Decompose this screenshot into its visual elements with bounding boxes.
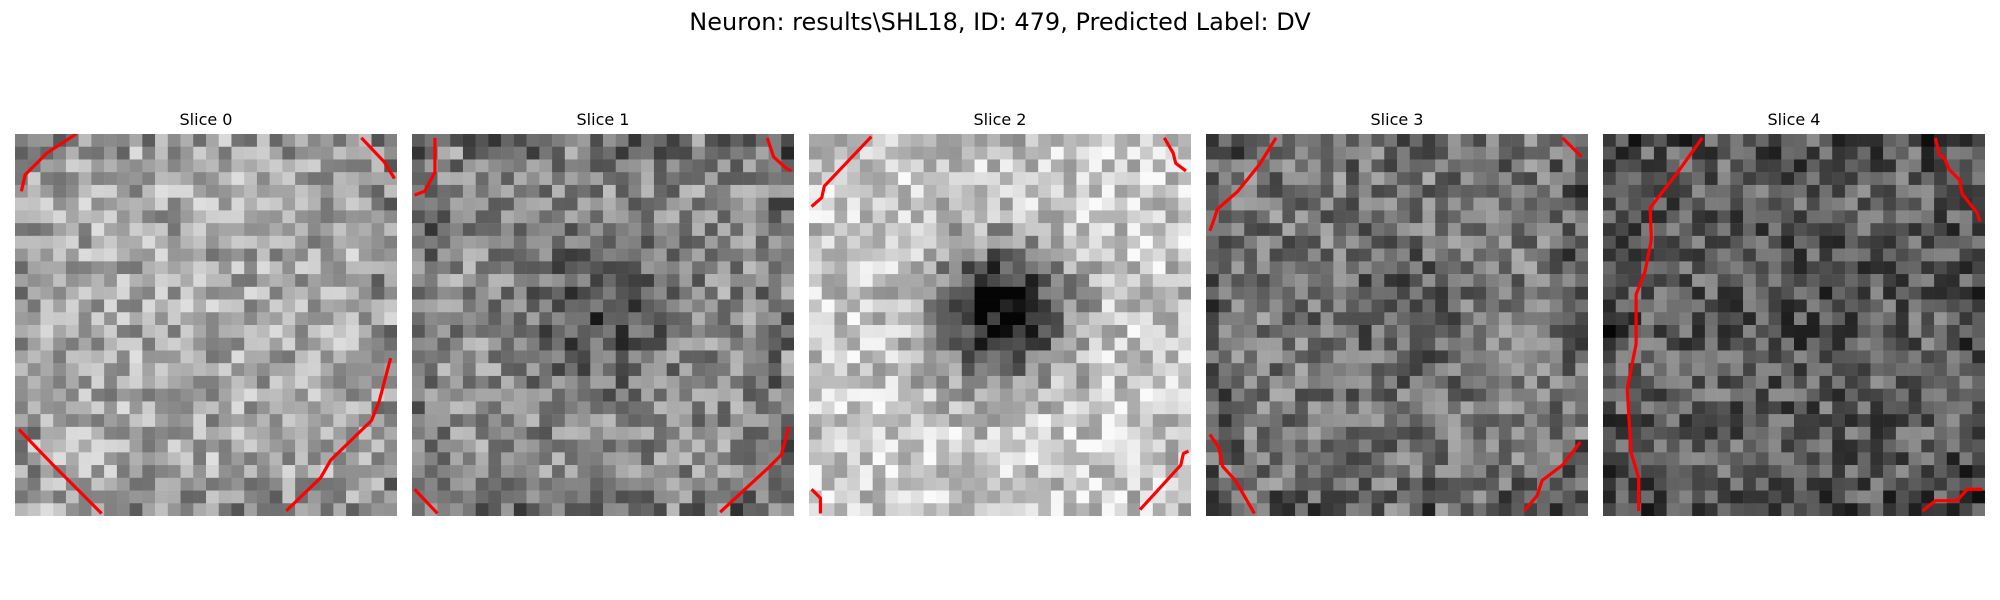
contour-line (413, 488, 439, 515)
slice-panel-1: Slice 1 (412, 108, 794, 516)
contour-line (1625, 136, 1704, 511)
contour-line (1208, 433, 1256, 515)
contour-line (1523, 441, 1582, 512)
pixel-grid (1206, 134, 1588, 516)
pixel-grid (1603, 134, 1985, 516)
slice-title: Slice 1 (576, 110, 630, 129)
contour-line (1208, 136, 1278, 232)
contour-line (1921, 487, 1983, 513)
slice-panel-3: Slice 3 (1206, 108, 1588, 516)
contour-line (1162, 137, 1187, 173)
contour-line (360, 136, 396, 180)
slice-image (412, 134, 794, 516)
slice-panel-4: Slice 4 (1603, 108, 1985, 516)
contour-line (719, 426, 791, 514)
contour-line (765, 137, 793, 173)
pixel-grid (15, 134, 397, 516)
figure-title: Neuron: results\SHL18, ID: 479, Predicte… (689, 8, 1311, 36)
slice-title: Slice 2 (973, 110, 1027, 129)
slice-title: Slice 0 (179, 110, 233, 129)
contour-line (1933, 137, 1982, 223)
slice-title: Slice 4 (1767, 110, 1821, 129)
slice-image (1603, 134, 1985, 516)
contour-line (17, 428, 103, 515)
contour-line (810, 135, 873, 208)
contour-line (810, 488, 823, 514)
slice-image (809, 134, 1191, 516)
slice-title: Slice 3 (1370, 110, 1424, 129)
contour-line (19, 134, 77, 192)
slice-panel-2: Slice 2 (809, 108, 1191, 516)
slice-image (1206, 134, 1588, 516)
contour-line (1561, 136, 1583, 159)
slice-panel-0: Slice 0 (15, 108, 397, 516)
contour-line (413, 137, 437, 197)
slice-image (15, 134, 397, 516)
contour-line (285, 357, 393, 513)
contour-line (1138, 449, 1190, 511)
pixel-grid (809, 134, 1191, 516)
pixel-grid (412, 134, 794, 516)
